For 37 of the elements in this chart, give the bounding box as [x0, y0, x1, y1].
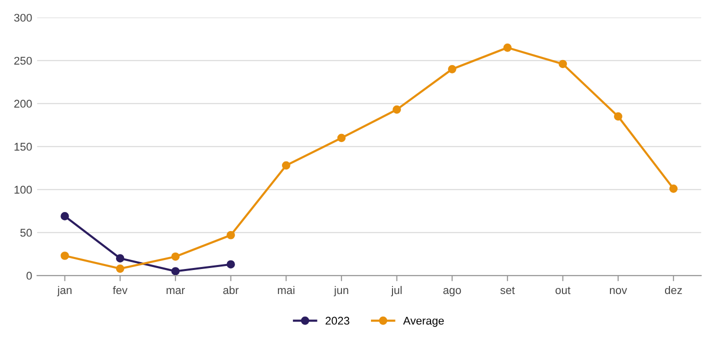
y-tick-label: 100 — [14, 186, 32, 194]
x-tick-label: set — [500, 286, 515, 294]
y-tick-label: 250 — [14, 56, 32, 65]
point — [116, 264, 124, 273]
y-tick-label: 200 — [14, 100, 32, 108]
point — [60, 212, 69, 220]
point — [282, 161, 290, 170]
point — [558, 60, 567, 68]
point — [392, 105, 401, 114]
point — [448, 64, 456, 74]
point — [337, 134, 346, 142]
x-tick-label: nov — [610, 288, 628, 294]
x-tick-label: dez — [664, 286, 682, 294]
point — [614, 112, 622, 121]
x-tick-label: jun — [334, 286, 348, 296]
point — [60, 252, 69, 260]
x-tick-label: jan — [57, 286, 72, 296]
point — [503, 43, 512, 52]
point — [226, 260, 235, 269]
y-tick-label: 150 — [14, 142, 32, 151]
legend-label: 2023 — [326, 316, 350, 325]
point — [669, 184, 678, 193]
x-tick-label: jul — [390, 286, 402, 296]
x-tick-label: mai — [278, 286, 294, 294]
x-tick-label: fev — [112, 286, 128, 294]
y-tick-label: 0 — [26, 272, 32, 280]
point — [171, 267, 180, 276]
y-tick-label: 50 — [20, 228, 32, 237]
point — [171, 252, 180, 261]
y-tick-label: 300 — [14, 14, 32, 22]
x-tick-label: mar — [166, 288, 185, 294]
x-tick-label: out — [556, 286, 570, 294]
x-tick-label: abr — [223, 286, 239, 294]
point — [116, 254, 124, 263]
x-tick-label: ago — [443, 288, 461, 296]
legend-label: Average — [403, 316, 444, 327]
point — [226, 230, 235, 240]
